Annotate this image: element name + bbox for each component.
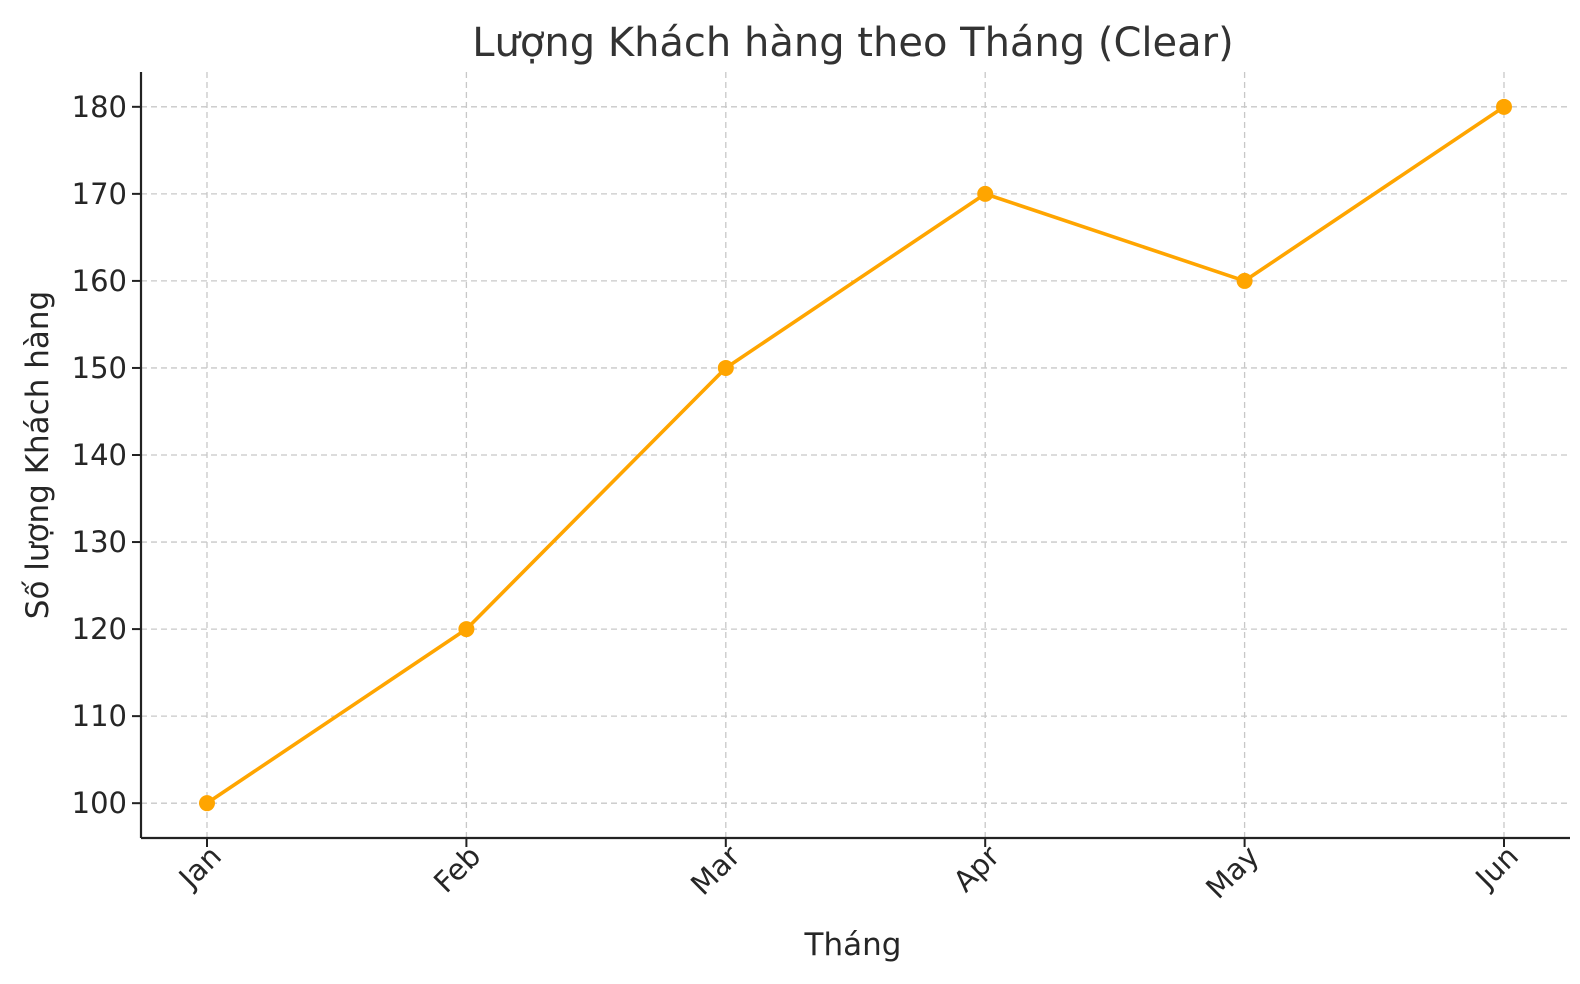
data-point [1236,272,1253,289]
x-gridlines [206,72,1505,838]
data-point [977,185,994,202]
series-line [205,105,1506,805]
x-tick-label: Feb [427,839,487,899]
y-axis-label: Số lượng Khách hàng [20,291,56,619]
series-markers [199,98,1512,812]
x-axis-ticks: Jan Feb Mar Apr May Jun [171,838,1525,905]
y-tick-label: 100 [72,786,127,820]
y-tick-label: 140 [72,438,127,472]
data-point [1496,98,1512,115]
chart-title: Lượng Khách hàng theo Tháng (Clear) [472,20,1233,66]
x-tick-label: Jun [1467,839,1524,896]
y-tick-label: 180 [72,90,127,124]
y-gridlines [141,106,1570,804]
y-tick-label: 120 [72,612,127,646]
y-tick-label: 150 [72,351,127,385]
x-tick-label: Apr [947,839,1007,899]
y-tick-label: 160 [72,264,127,298]
y-tick-label: 170 [72,177,127,211]
y-tick-label: 110 [72,699,127,733]
data-point [717,359,734,376]
data-point [458,621,475,638]
y-axis-ticks: 100 110 120 130 140 150 160 170 180 [72,90,141,820]
data-point [199,795,215,812]
y-tick-label: 130 [72,525,127,559]
series-lines [205,105,1506,805]
x-axis-label: Tháng [804,927,902,963]
x-tick-label: Jan [171,839,228,896]
x-tick-label: Mar [684,839,747,902]
x-tick-label: May [1199,839,1265,905]
